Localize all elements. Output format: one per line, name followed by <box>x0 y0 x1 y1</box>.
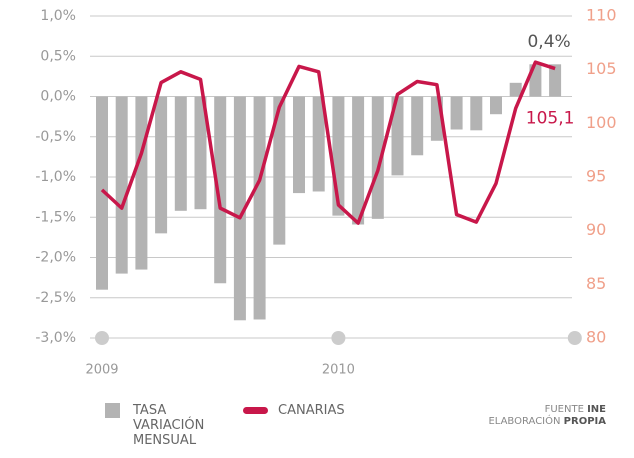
y-tick-label: -1,5% <box>35 209 76 225</box>
bar <box>135 96 148 270</box>
bar-value-label: 0,4% <box>527 32 570 52</box>
bar <box>470 96 483 131</box>
y-tick-label: 1,0% <box>40 8 76 24</box>
bar <box>233 96 246 321</box>
y2-tick-label: 110 <box>586 6 617 25</box>
bar <box>450 96 463 130</box>
axis-dot <box>95 331 109 345</box>
bar <box>115 96 128 274</box>
credit-value: PROPIA <box>563 416 606 427</box>
legend-line-label: CANARIAS <box>278 403 345 418</box>
y-tick-label: -1,0% <box>35 169 76 185</box>
source: FUENTE INE <box>545 404 606 416</box>
credit-label: ELABORACIÓN <box>488 416 561 427</box>
bar <box>371 96 384 219</box>
bar <box>352 96 365 225</box>
bar <box>273 96 286 245</box>
legend-line-swatch <box>243 407 268 414</box>
y2-tick-label: 80 <box>586 328 606 347</box>
y2-tick-label: 105 <box>586 59 617 78</box>
x-tick-label: 2010 <box>322 363 355 378</box>
bar <box>411 96 424 156</box>
line-value-label: 105,1 <box>526 109 575 129</box>
source-label: FUENTE <box>544 404 584 415</box>
bar <box>253 96 266 320</box>
source-value: INE <box>587 404 606 415</box>
bar <box>194 96 207 210</box>
bar <box>214 96 227 284</box>
y-tick-label: -2,0% <box>35 250 76 266</box>
bar <box>96 96 108 290</box>
credit: ELABORACIÓN PROPIA <box>488 416 606 428</box>
y-tick-label: -0,5% <box>35 129 76 145</box>
bar <box>293 96 305 194</box>
y-tick-label: 0,5% <box>40 48 76 64</box>
bar <box>490 96 502 115</box>
bar <box>155 96 168 234</box>
line <box>100 60 556 225</box>
bar <box>509 82 522 97</box>
y2-tick-label: 100 <box>586 113 617 132</box>
y2-tick-label: 90 <box>586 220 606 239</box>
bar <box>391 96 404 176</box>
axis-dot <box>331 331 346 345</box>
x-tick-label: 2009 <box>85 363 118 378</box>
axis-dot <box>567 331 582 345</box>
y2-tick-label: 95 <box>586 167 606 186</box>
legend-bar-swatch <box>105 403 120 418</box>
bar <box>312 96 325 192</box>
bar <box>549 64 562 97</box>
y-tick-label: 0,0% <box>40 89 76 105</box>
y2-tick-label: 85 <box>586 274 606 293</box>
legend-bar-label: TASA VARIACIÓN MENSUAL <box>133 403 205 448</box>
y-tick-label: -2,5% <box>35 290 76 306</box>
bar <box>174 96 187 211</box>
y-tick-label: -3,0% <box>35 330 76 346</box>
